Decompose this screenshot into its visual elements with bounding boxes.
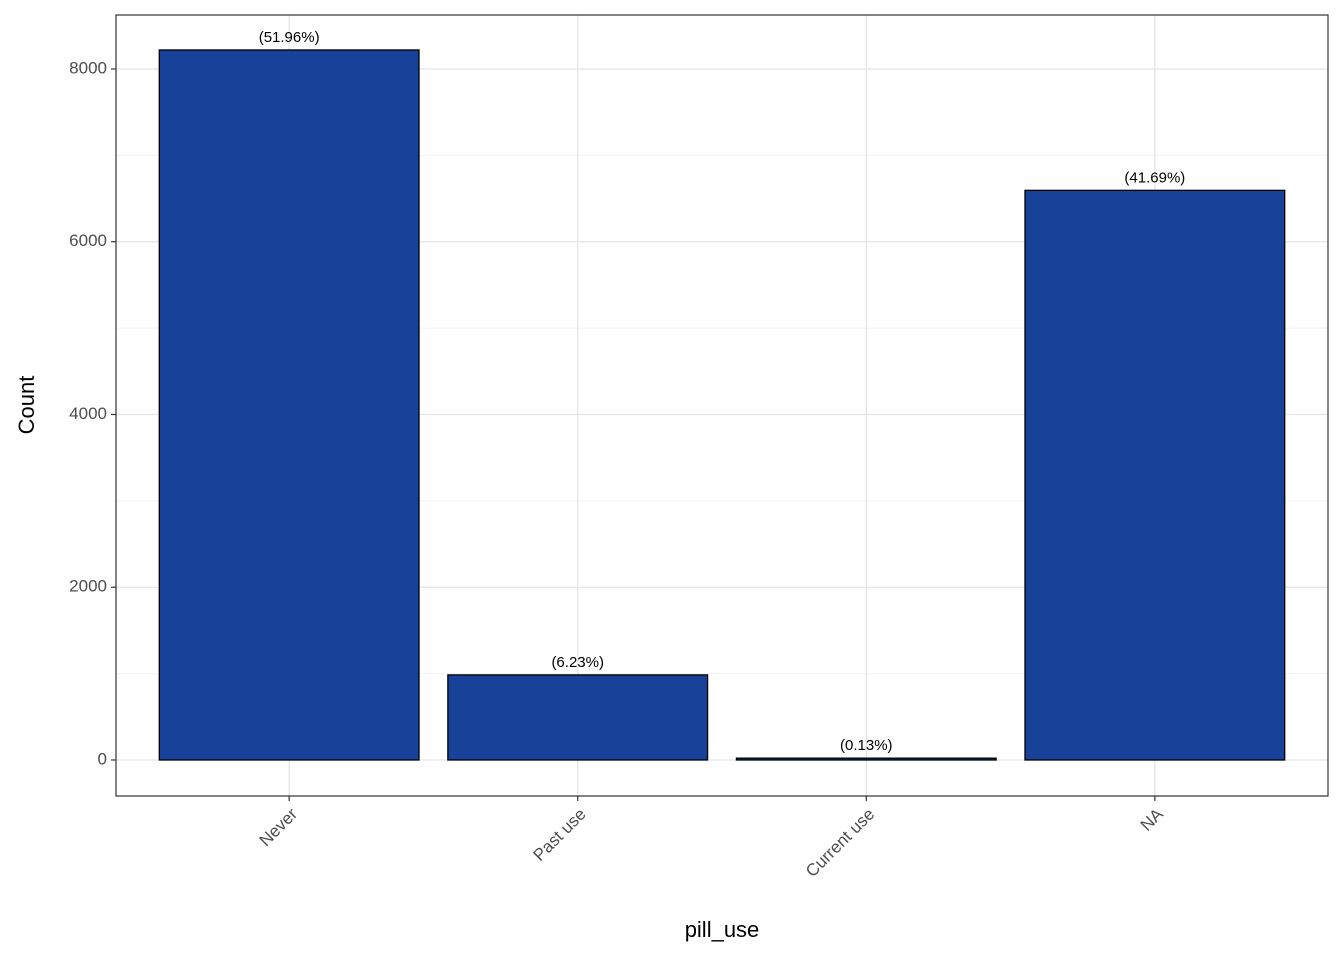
bar-label: (51.96%) [259,29,320,46]
bar-label: (0.13%) [840,737,893,754]
bar [735,757,997,761]
x-tick-label: NA [1137,804,1168,835]
x-tick-label: Current use [802,805,878,881]
panel-border [115,14,1329,797]
bar [1024,189,1286,761]
y-tick-label: 0 [98,749,107,768]
bar [158,49,420,761]
marks [158,49,1286,761]
bar-label: (41.69%) [1124,169,1185,186]
y-axis-title: Count [14,376,39,435]
y-tick-label: 2000 [69,577,107,596]
x-tick-label: Never [256,804,302,850]
bar [447,674,709,761]
y-tick-label: 6000 [69,231,107,250]
x-axis-title: pill_use [685,917,760,942]
x-tick-label: Past use [529,805,589,865]
bar-label: (6.23%) [551,654,604,671]
y-tick-label: 8000 [69,58,107,77]
y-tick-label: 4000 [69,404,107,423]
